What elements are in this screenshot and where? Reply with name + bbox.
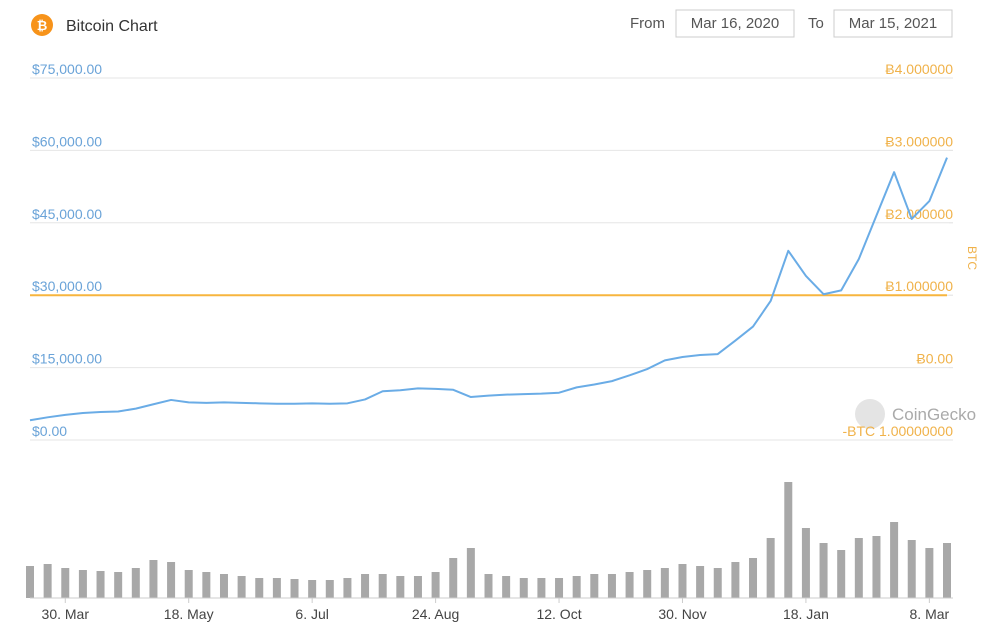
volume-bar xyxy=(219,574,228,598)
volume-bar xyxy=(731,562,740,598)
volume-bar xyxy=(431,572,440,598)
y-tick-label: $75,000.00 xyxy=(32,61,102,77)
to-date-input[interactable] xyxy=(833,9,953,38)
x-tick-label: 18. May xyxy=(164,606,214,622)
volume-bar xyxy=(890,522,899,598)
volume-bar xyxy=(696,566,705,598)
volume-bar xyxy=(502,576,511,598)
volume-bar xyxy=(96,571,105,598)
x-tick-label: 24. Aug xyxy=(412,606,460,622)
y2-tick-label: Ƀ2.000000 xyxy=(885,206,953,222)
volume-bar xyxy=(290,579,299,598)
volume-bar xyxy=(131,568,140,598)
volume-bar xyxy=(114,572,123,598)
volume-bar xyxy=(572,576,581,598)
volume-bar xyxy=(643,570,652,598)
y2-tick-label: Ƀ1.000000 xyxy=(885,278,953,294)
volume-bar xyxy=(167,562,176,598)
from-label: From xyxy=(630,15,665,32)
volume-bar xyxy=(255,578,264,598)
y2-tick-label: Ƀ4.000000 xyxy=(885,61,953,77)
volume-bar xyxy=(325,580,334,598)
volume-bar xyxy=(801,528,810,598)
volume-bar xyxy=(308,580,317,598)
bitcoin-icon xyxy=(31,14,53,36)
volume-bar xyxy=(466,548,475,598)
volume-bar xyxy=(907,540,916,598)
volume-bar xyxy=(943,543,951,598)
volume-bar xyxy=(61,568,70,598)
volume-bar xyxy=(484,574,493,598)
to-label: To xyxy=(808,15,824,32)
x-tick-label: 18. Jan xyxy=(783,606,829,622)
volume-bar xyxy=(555,578,564,598)
volume-bar xyxy=(537,578,546,598)
volume-bar xyxy=(413,576,422,598)
x-tick-label: 12. Oct xyxy=(536,606,581,622)
volume-bar xyxy=(784,482,793,598)
y-tick-label: $15,000.00 xyxy=(32,351,102,367)
y-tick-label: $30,000.00 xyxy=(32,278,102,294)
volume-bar xyxy=(819,543,828,598)
x-tick-label: 30. Nov xyxy=(658,606,706,622)
y2-axis-title: BTC xyxy=(965,246,979,270)
volume-bar xyxy=(766,538,775,598)
volume-bar xyxy=(854,538,863,598)
volume-bar xyxy=(149,560,158,598)
volume-bar xyxy=(837,550,846,598)
watermark: CoinGecko xyxy=(892,405,976,424)
volume-bar xyxy=(378,574,387,598)
y-tick-label: $0.00 xyxy=(32,423,67,439)
y2-tick-label: Ƀ3.000000 xyxy=(885,133,953,149)
bitcoin-icon-glyph: ₿ xyxy=(37,18,48,33)
volume-bar xyxy=(361,574,370,598)
to-date[interactable]: Mar 15, 2021 xyxy=(849,15,937,32)
volume-bar xyxy=(272,578,281,598)
volume-bar xyxy=(625,572,634,598)
volume-bar xyxy=(202,572,211,598)
volume-bar xyxy=(26,566,34,598)
x-tick-label: 8. Mar xyxy=(910,606,950,622)
volume-bar xyxy=(590,574,599,598)
volume-bar xyxy=(78,570,87,598)
volume-bar xyxy=(872,536,881,598)
x-tick-label: 30. Mar xyxy=(42,606,90,622)
volume-bar xyxy=(925,548,934,598)
volume-bar xyxy=(713,568,722,598)
x-tick-label: 6. Jul xyxy=(295,606,328,622)
volume-bar xyxy=(184,570,193,598)
volume-bar xyxy=(396,576,405,598)
y2-tick-label: Ƀ0.00 xyxy=(916,351,953,367)
volume-bar xyxy=(43,564,52,598)
price-line xyxy=(29,157,948,422)
volume-bar xyxy=(237,576,246,598)
volume-bar xyxy=(607,574,616,598)
volume-bar xyxy=(660,568,669,598)
chart-title: Bitcoin Chart xyxy=(66,18,158,35)
from-date-input[interactable] xyxy=(675,9,795,38)
watermark-logo xyxy=(855,399,885,429)
y2-tick-label: -BTC 1.00000000 xyxy=(842,423,953,439)
from-date[interactable]: Mar 16, 2020 xyxy=(691,15,779,32)
volume-bar xyxy=(343,578,352,598)
volume-bar xyxy=(678,564,687,598)
y-tick-label: $45,000.00 xyxy=(32,206,102,222)
volume-bar xyxy=(749,558,758,598)
volume-bar xyxy=(449,558,458,598)
volume-bar xyxy=(519,578,528,598)
y-tick-label: $60,000.00 xyxy=(32,133,102,149)
